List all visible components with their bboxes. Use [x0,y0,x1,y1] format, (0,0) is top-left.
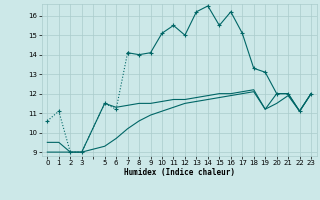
X-axis label: Humidex (Indice chaleur): Humidex (Indice chaleur) [124,168,235,177]
